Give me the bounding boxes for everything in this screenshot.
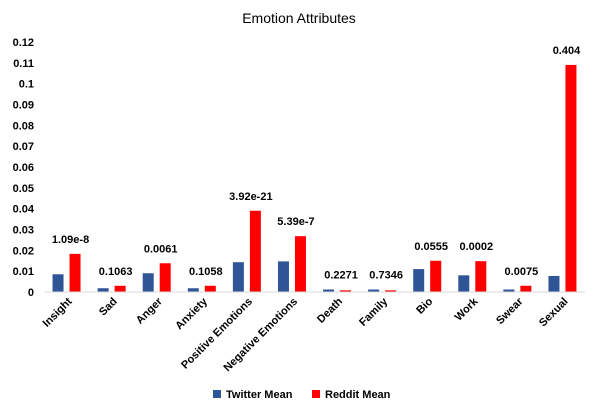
bar-reddit-mean <box>385 290 397 292</box>
legend-label: Reddit Mean <box>325 389 391 401</box>
x-tick-label: Family <box>357 295 391 329</box>
bar-twitter-mean <box>503 289 515 292</box>
x-tick-label: Bio <box>414 295 435 316</box>
bar-twitter-mean <box>458 275 470 292</box>
chart-title: Emotion Attributes <box>242 10 356 26</box>
y-tick-label: 0.1 <box>19 79 34 91</box>
y-tick-label: 0.08 <box>13 120 34 132</box>
bar-twitter-mean <box>187 288 199 292</box>
x-tick-label: Sad <box>97 296 120 319</box>
p-value-label: 0.404 <box>553 45 581 57</box>
bar-reddit-mean <box>294 236 306 292</box>
bar-reddit-mean <box>159 263 171 292</box>
x-tick-label: Insight <box>41 295 75 329</box>
y-tick-label: 0.12 <box>13 37 34 49</box>
x-tick-label: Sexual <box>537 296 571 330</box>
x-tick-label: Anxiety <box>173 295 210 332</box>
bar-reddit-mean <box>204 285 216 292</box>
bar-reddit-mean <box>69 253 81 292</box>
p-value-label: 0.0061 <box>144 243 178 255</box>
bar-reddit-mean <box>114 285 126 292</box>
bar-twitter-mean <box>323 289 335 292</box>
bar-reddit-mean <box>340 290 352 292</box>
y-tick-label: 0.05 <box>13 183 34 195</box>
y-tick-label: 0.02 <box>13 245 34 257</box>
x-tick-label: Death <box>315 295 345 325</box>
bar-twitter-mean <box>52 274 64 292</box>
bar-twitter-mean <box>232 262 244 292</box>
y-tick-label: 0.03 <box>13 225 34 237</box>
bar-reddit-mean <box>520 285 532 292</box>
y-tick-label: 0.04 <box>13 204 35 216</box>
y-tick-label: 0.09 <box>13 100 34 112</box>
legend-label: Twitter Mean <box>226 389 293 401</box>
p-value-label: 3.92e-21 <box>229 191 272 203</box>
p-value-label: 0.1063 <box>99 266 133 278</box>
y-axis: 0 0.01 0.02 0.03 0.04 0.05 0.06 0.07 0.08 0.09 0.1… <box>13 37 35 299</box>
y-tick-label: 0 <box>28 287 34 299</box>
p-value-label: 1.09e-8 <box>52 234 89 246</box>
x-tick-label: Swear <box>494 295 526 327</box>
bar-reddit-mean <box>249 210 261 292</box>
bar-twitter-mean <box>142 273 154 292</box>
bars <box>52 64 577 293</box>
x-tick-label: Anger <box>134 295 165 326</box>
y-tick-label: 0.01 <box>13 266 34 278</box>
annotations: 1.09e-8 0.1063 0.0061 0.1058 3.92e-21 5.39e-7… <box>52 45 581 282</box>
bar-twitter-mean <box>277 261 289 292</box>
bar-twitter-mean <box>548 275 560 292</box>
bar-twitter-mean <box>413 269 425 292</box>
bar-reddit-mean <box>430 260 442 292</box>
p-value-label: 5.39e-7 <box>277 216 314 228</box>
legend: Twitter Mean Reddit Mean <box>213 389 391 401</box>
y-tick-label: 0.06 <box>13 162 34 174</box>
bar-reddit-mean <box>565 64 577 293</box>
p-value-label: 0.0002 <box>459 241 493 253</box>
bar-twitter-mean <box>368 289 380 292</box>
p-value-label: 0.2271 <box>324 270 358 282</box>
legend-swatch <box>312 390 320 398</box>
legend-swatch <box>213 390 221 398</box>
p-value-label: 0.0075 <box>505 266 539 278</box>
x-tick-label: Work <box>453 295 481 323</box>
y-tick-label: 0.07 <box>13 141 34 153</box>
y-tick-label: 0.11 <box>13 58 34 70</box>
bar-twitter-mean <box>97 288 109 292</box>
p-value-label: 0.7346 <box>369 270 403 282</box>
p-value-label: 0.0555 <box>414 241 448 253</box>
bar-reddit-mean <box>475 261 487 292</box>
p-value-label: 0.1058 <box>189 266 223 278</box>
